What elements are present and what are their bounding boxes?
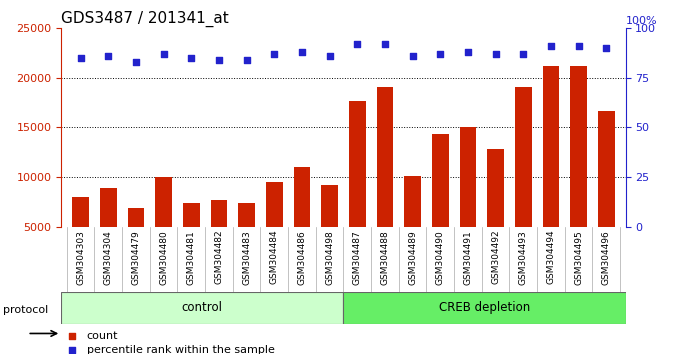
Point [75, 55, 86, 61]
Text: GSM304492: GSM304492 [491, 230, 500, 285]
Bar [266, 182, 282, 276]
Point [269, 51, 279, 57]
Text: GSM304480: GSM304480 [159, 230, 168, 285]
Text: GSM304496: GSM304496 [602, 230, 611, 285]
Bar [377, 87, 393, 276]
Text: GSM304482: GSM304482 [214, 230, 224, 285]
Point [601, 45, 612, 51]
Point [517, 51, 528, 57]
Point [407, 53, 418, 59]
Point [441, 298, 452, 304]
Text: GSM304498: GSM304498 [325, 230, 334, 285]
Text: GSM304491: GSM304491 [463, 230, 473, 285]
Bar [460, 127, 476, 276]
Bar [72, 197, 89, 276]
Bar [321, 185, 338, 276]
Point [379, 41, 390, 47]
Point [573, 43, 584, 49]
Text: count: count [86, 331, 118, 341]
Point [241, 57, 252, 63]
Bar [211, 200, 227, 276]
Text: GSM304489: GSM304489 [408, 230, 417, 285]
Bar [294, 167, 310, 276]
Text: GSM304488: GSM304488 [380, 230, 390, 285]
Bar [571, 66, 587, 276]
Text: GSM304479: GSM304479 [131, 230, 140, 285]
Point [296, 49, 307, 55]
Bar [349, 101, 366, 276]
Text: GSM304303: GSM304303 [76, 230, 85, 285]
Point [158, 51, 169, 57]
Bar [343, 292, 626, 324]
Bar [515, 87, 532, 276]
Text: 100%: 100% [626, 16, 658, 26]
Text: control: control [182, 302, 223, 314]
Bar [183, 203, 199, 276]
Text: CREB depletion: CREB depletion [439, 302, 530, 314]
Bar [543, 66, 559, 276]
Text: GSM304493: GSM304493 [519, 230, 528, 285]
Bar [488, 149, 504, 276]
Text: percentile rank within the sample: percentile rank within the sample [86, 345, 275, 354]
Bar [155, 177, 172, 276]
Text: GSM304304: GSM304304 [104, 230, 113, 285]
Point [214, 57, 224, 63]
Point [441, 170, 452, 175]
Point [186, 55, 197, 61]
Text: GSM304495: GSM304495 [574, 230, 583, 285]
Point [324, 53, 335, 59]
Text: GSM304481: GSM304481 [187, 230, 196, 285]
Text: GSM304494: GSM304494 [547, 230, 556, 285]
Text: GSM304490: GSM304490 [436, 230, 445, 285]
Text: protocol: protocol [3, 305, 49, 315]
Point [545, 43, 556, 49]
Bar [238, 203, 255, 276]
Bar [432, 135, 449, 276]
Bar [598, 110, 615, 276]
Text: GSM304486: GSM304486 [297, 230, 307, 285]
Bar [61, 292, 343, 324]
Text: GDS3487 / 201341_at: GDS3487 / 201341_at [61, 11, 229, 27]
Point [352, 41, 362, 47]
Point [490, 51, 501, 57]
Point [131, 59, 141, 65]
Bar [405, 176, 421, 276]
Point [462, 49, 473, 55]
Bar [128, 208, 144, 276]
Text: GSM304487: GSM304487 [353, 230, 362, 285]
Point [435, 51, 445, 57]
Point [103, 53, 114, 59]
Bar [100, 188, 116, 276]
Text: GSM304484: GSM304484 [270, 230, 279, 285]
Text: GSM304483: GSM304483 [242, 230, 251, 285]
